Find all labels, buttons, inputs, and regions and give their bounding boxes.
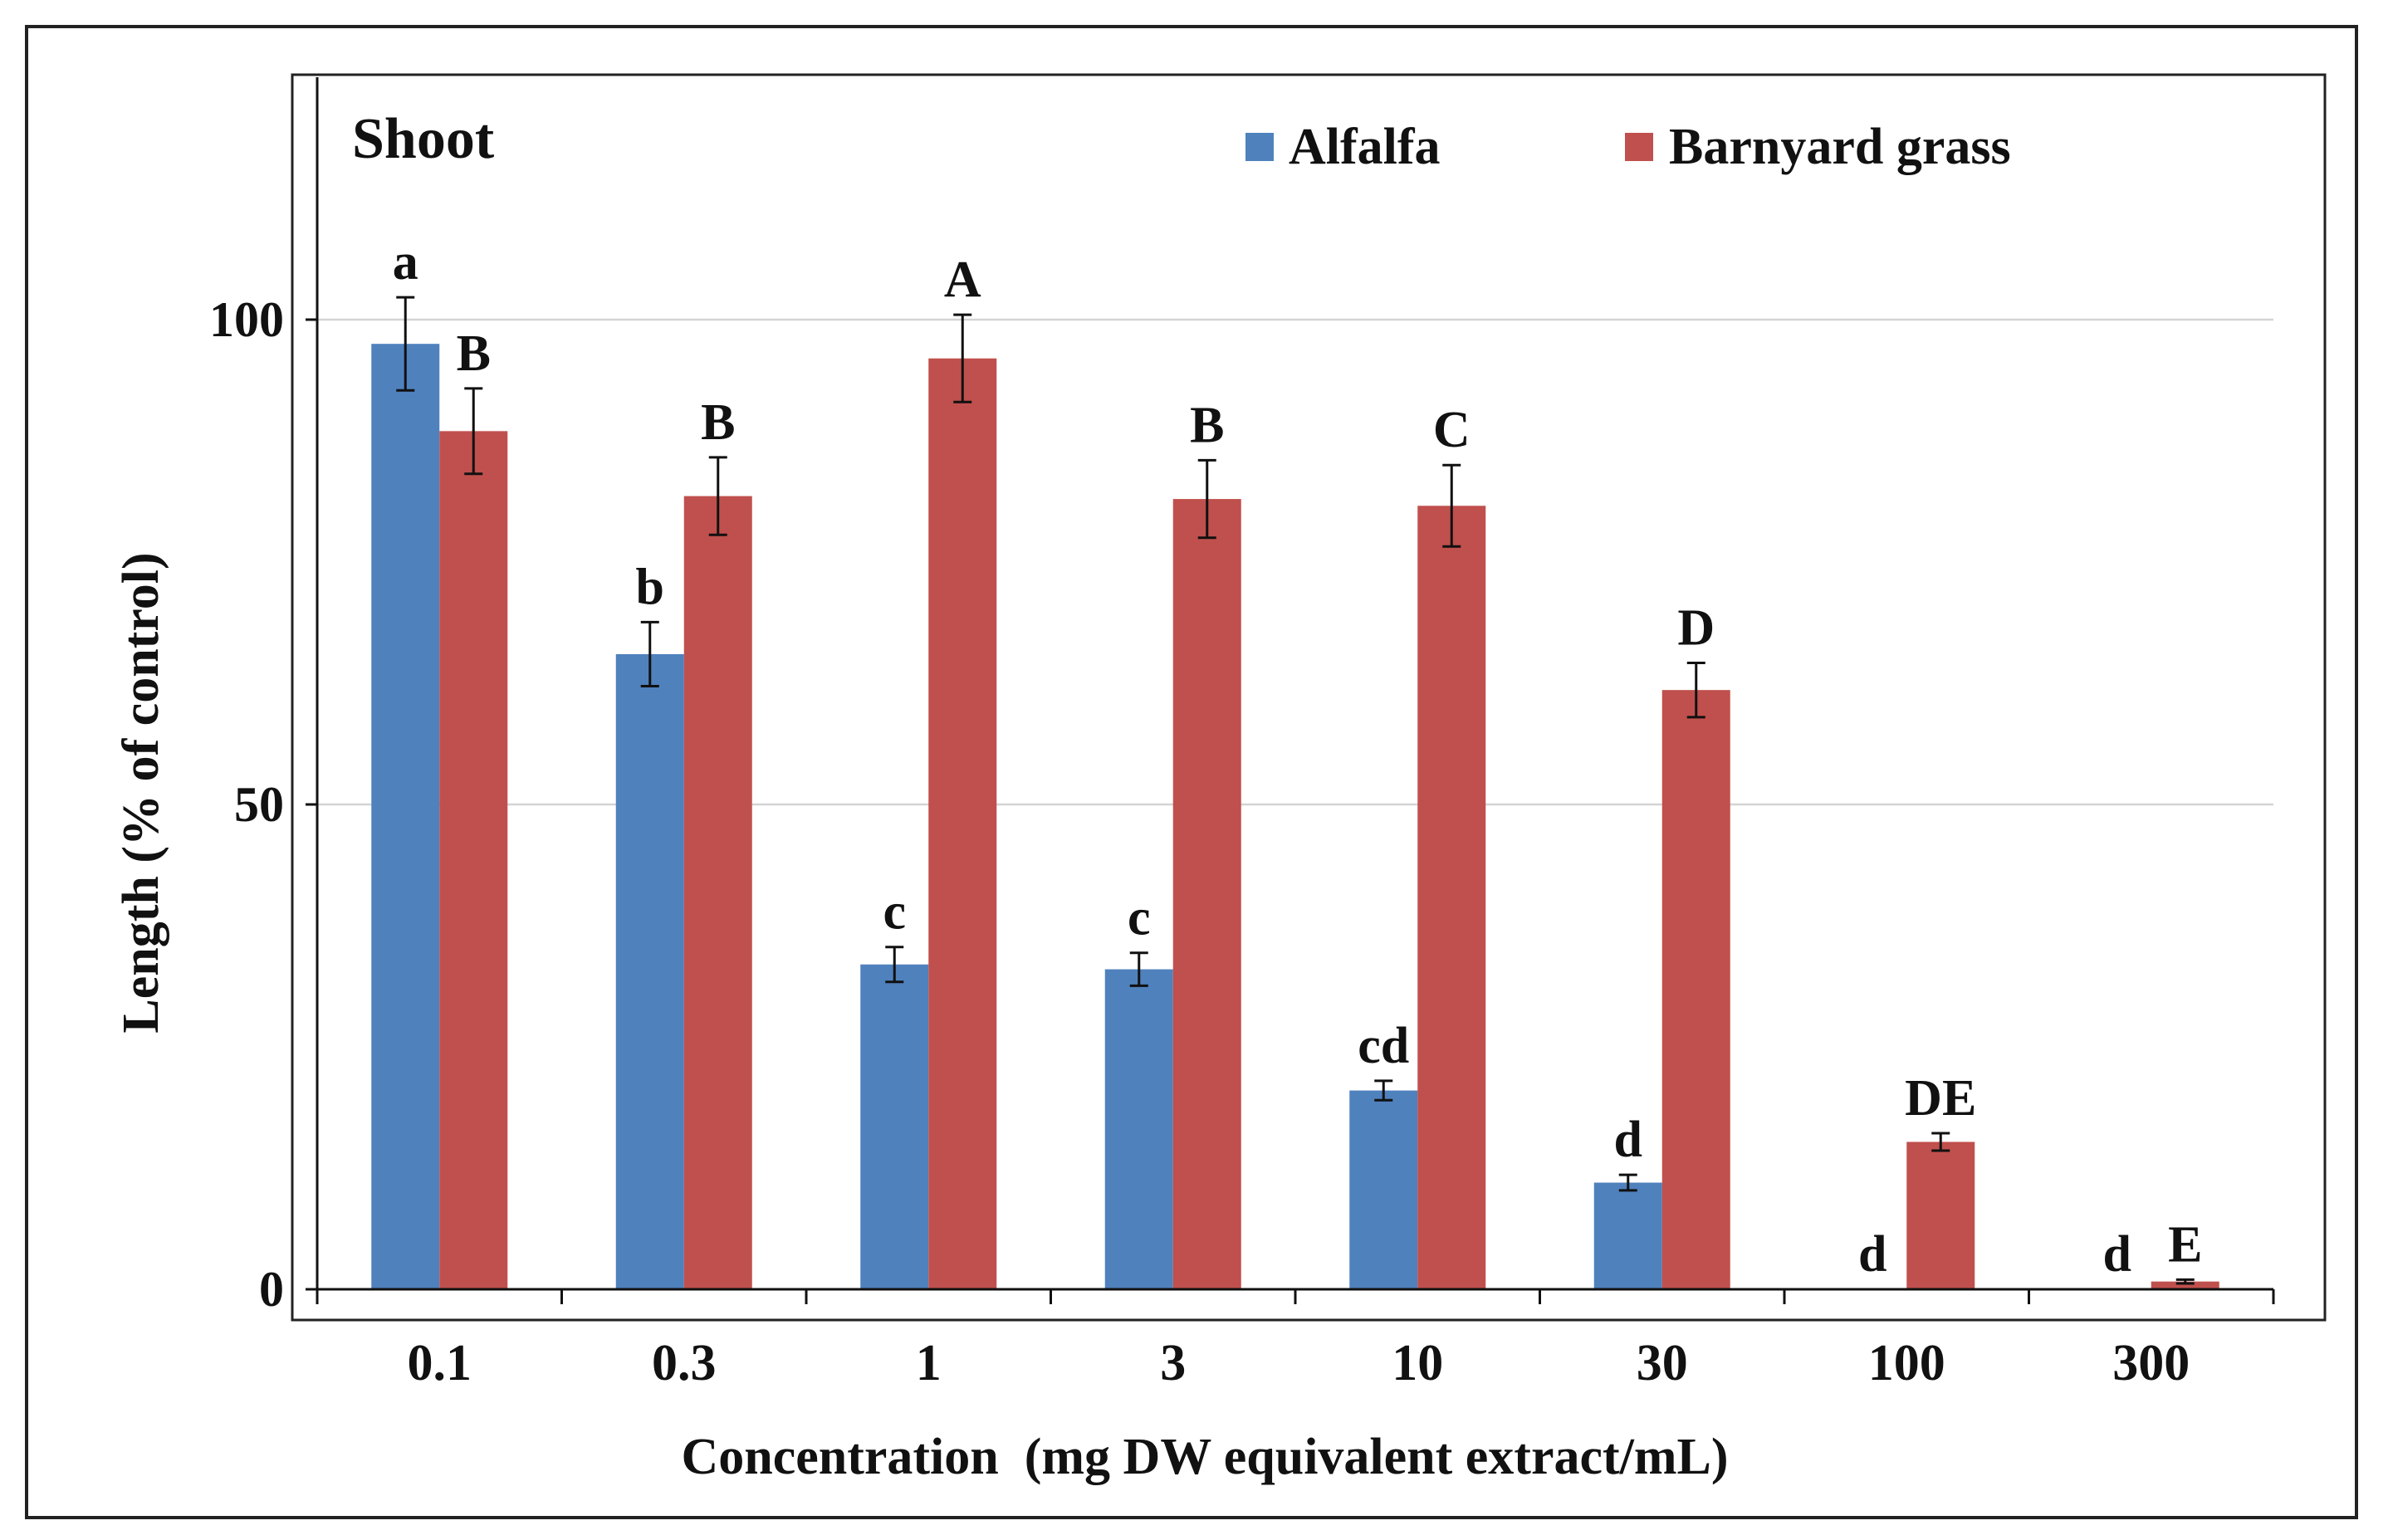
- sig-letter-alfalfa-1: c: [883, 884, 906, 941]
- sig-letter-alfalfa-100: d: [1858, 1226, 1887, 1283]
- error-bar-alfalfa-3: [1129, 951, 1148, 987]
- error-bar-barnyard-grass-0.1: [464, 387, 483, 476]
- sig-letter-barnyard-grass-0.3: B: [701, 394, 735, 451]
- bar-barnyard-grass-1: [928, 358, 997, 1290]
- error-bar-barnyard-grass-3: [1197, 458, 1216, 540]
- x-tick-label-3: 3: [1160, 1335, 1186, 1391]
- error-bar-alfalfa-0.3: [640, 620, 659, 688]
- sig-letter-barnyard-grass-30: D: [1677, 599, 1715, 656]
- sig-letter-barnyard-grass-1: A: [944, 252, 981, 308]
- sig-letter-alfalfa-0.1: a: [393, 234, 418, 291]
- x-tick-label-10: 10: [1392, 1335, 1443, 1391]
- x-tick-label-30: 30: [1637, 1335, 1688, 1391]
- legend-swatch-barnyard-grass: [1625, 133, 1653, 161]
- legend-label-barnyard-grass: Barnyard grass: [1669, 119, 2011, 175]
- x-tick-label-0.3: 0.3: [652, 1335, 717, 1391]
- sig-letter-alfalfa-300: d: [2103, 1226, 2131, 1283]
- error-bar-barnyard-grass-10: [1442, 463, 1461, 548]
- x-tick-label-100: 100: [1868, 1335, 1945, 1391]
- y-axis-title: Length (% of control): [113, 552, 169, 1033]
- bar-alfalfa-1: [860, 964, 929, 1289]
- bar-alfalfa-10: [1349, 1090, 1418, 1289]
- bar-alfalfa-0.3: [615, 653, 684, 1289]
- bar-barnyard-grass-10: [1417, 506, 1486, 1289]
- sig-letter-barnyard-grass-300: E: [2168, 1216, 2202, 1273]
- bar-barnyard-grass-100: [1906, 1142, 1975, 1289]
- x-tick-label-1: 1: [916, 1335, 942, 1391]
- error-bar-barnyard-grass-30: [1686, 661, 1705, 719]
- bar-alfalfa-3: [1104, 969, 1173, 1289]
- error-bar-alfalfa-0.1: [396, 296, 415, 392]
- error-bar-barnyard-grass-1: [953, 313, 972, 403]
- panel-label: Shoot: [352, 107, 494, 171]
- bar-alfalfa-0.1: [371, 344, 440, 1290]
- error-bar-barnyard-grass-100: [1931, 1132, 1950, 1152]
- sig-letter-barnyard-grass-3: B: [1190, 397, 1224, 453]
- sig-letter-alfalfa-10: cd: [1358, 1018, 1409, 1074]
- sig-letter-alfalfa-0.3: b: [636, 559, 664, 615]
- x-tick-label-300: 300: [2112, 1335, 2190, 1391]
- error-bar-barnyard-grass-300: [2175, 1278, 2195, 1285]
- x-axis-title: Concentration (mg DW equivalent extract/…: [681, 1429, 1728, 1485]
- plot-frame: [291, 73, 2327, 1322]
- x-tick-label-0.1: 0.1: [408, 1335, 472, 1391]
- error-bar-alfalfa-30: [1618, 1173, 1637, 1192]
- legend-swatch-alfalfa: [1245, 133, 1274, 161]
- sig-letter-alfalfa-3: c: [1128, 890, 1151, 946]
- sig-letter-alfalfa-30: d: [1614, 1112, 1642, 1168]
- legend-label-alfalfa: Alfalfa: [1289, 119, 1441, 175]
- y-tick-label-50: 50: [234, 777, 284, 832]
- sig-letter-barnyard-grass-10: C: [1433, 402, 1471, 458]
- error-bar-alfalfa-1: [885, 946, 904, 984]
- sig-letter-barnyard-grass-0.1: B: [457, 325, 491, 382]
- legend: Alfalfa Barnyard grass: [1245, 119, 2011, 175]
- bar-barnyard-grass-300: [2151, 1281, 2219, 1289]
- sig-letter-barnyard-grass-100: DE: [1905, 1070, 1976, 1127]
- bar-barnyard-grass-0.3: [683, 496, 752, 1289]
- axes: 0 50 100 0.1 0.3 1 3 10 30 100 300: [209, 77, 2275, 1391]
- bar-barnyard-grass-0.1: [439, 431, 508, 1289]
- error-bar-barnyard-grass-0.3: [708, 456, 727, 536]
- bar-barnyard-grass-3: [1172, 499, 1241, 1289]
- error-bar-alfalfa-10: [1374, 1079, 1393, 1102]
- y-tick-label-0: 0: [259, 1262, 284, 1317]
- y-tick-label-100: 100: [209, 292, 284, 347]
- bar-alfalfa-30: [1593, 1182, 1662, 1289]
- bar-barnyard-grass-30: [1661, 690, 1730, 1289]
